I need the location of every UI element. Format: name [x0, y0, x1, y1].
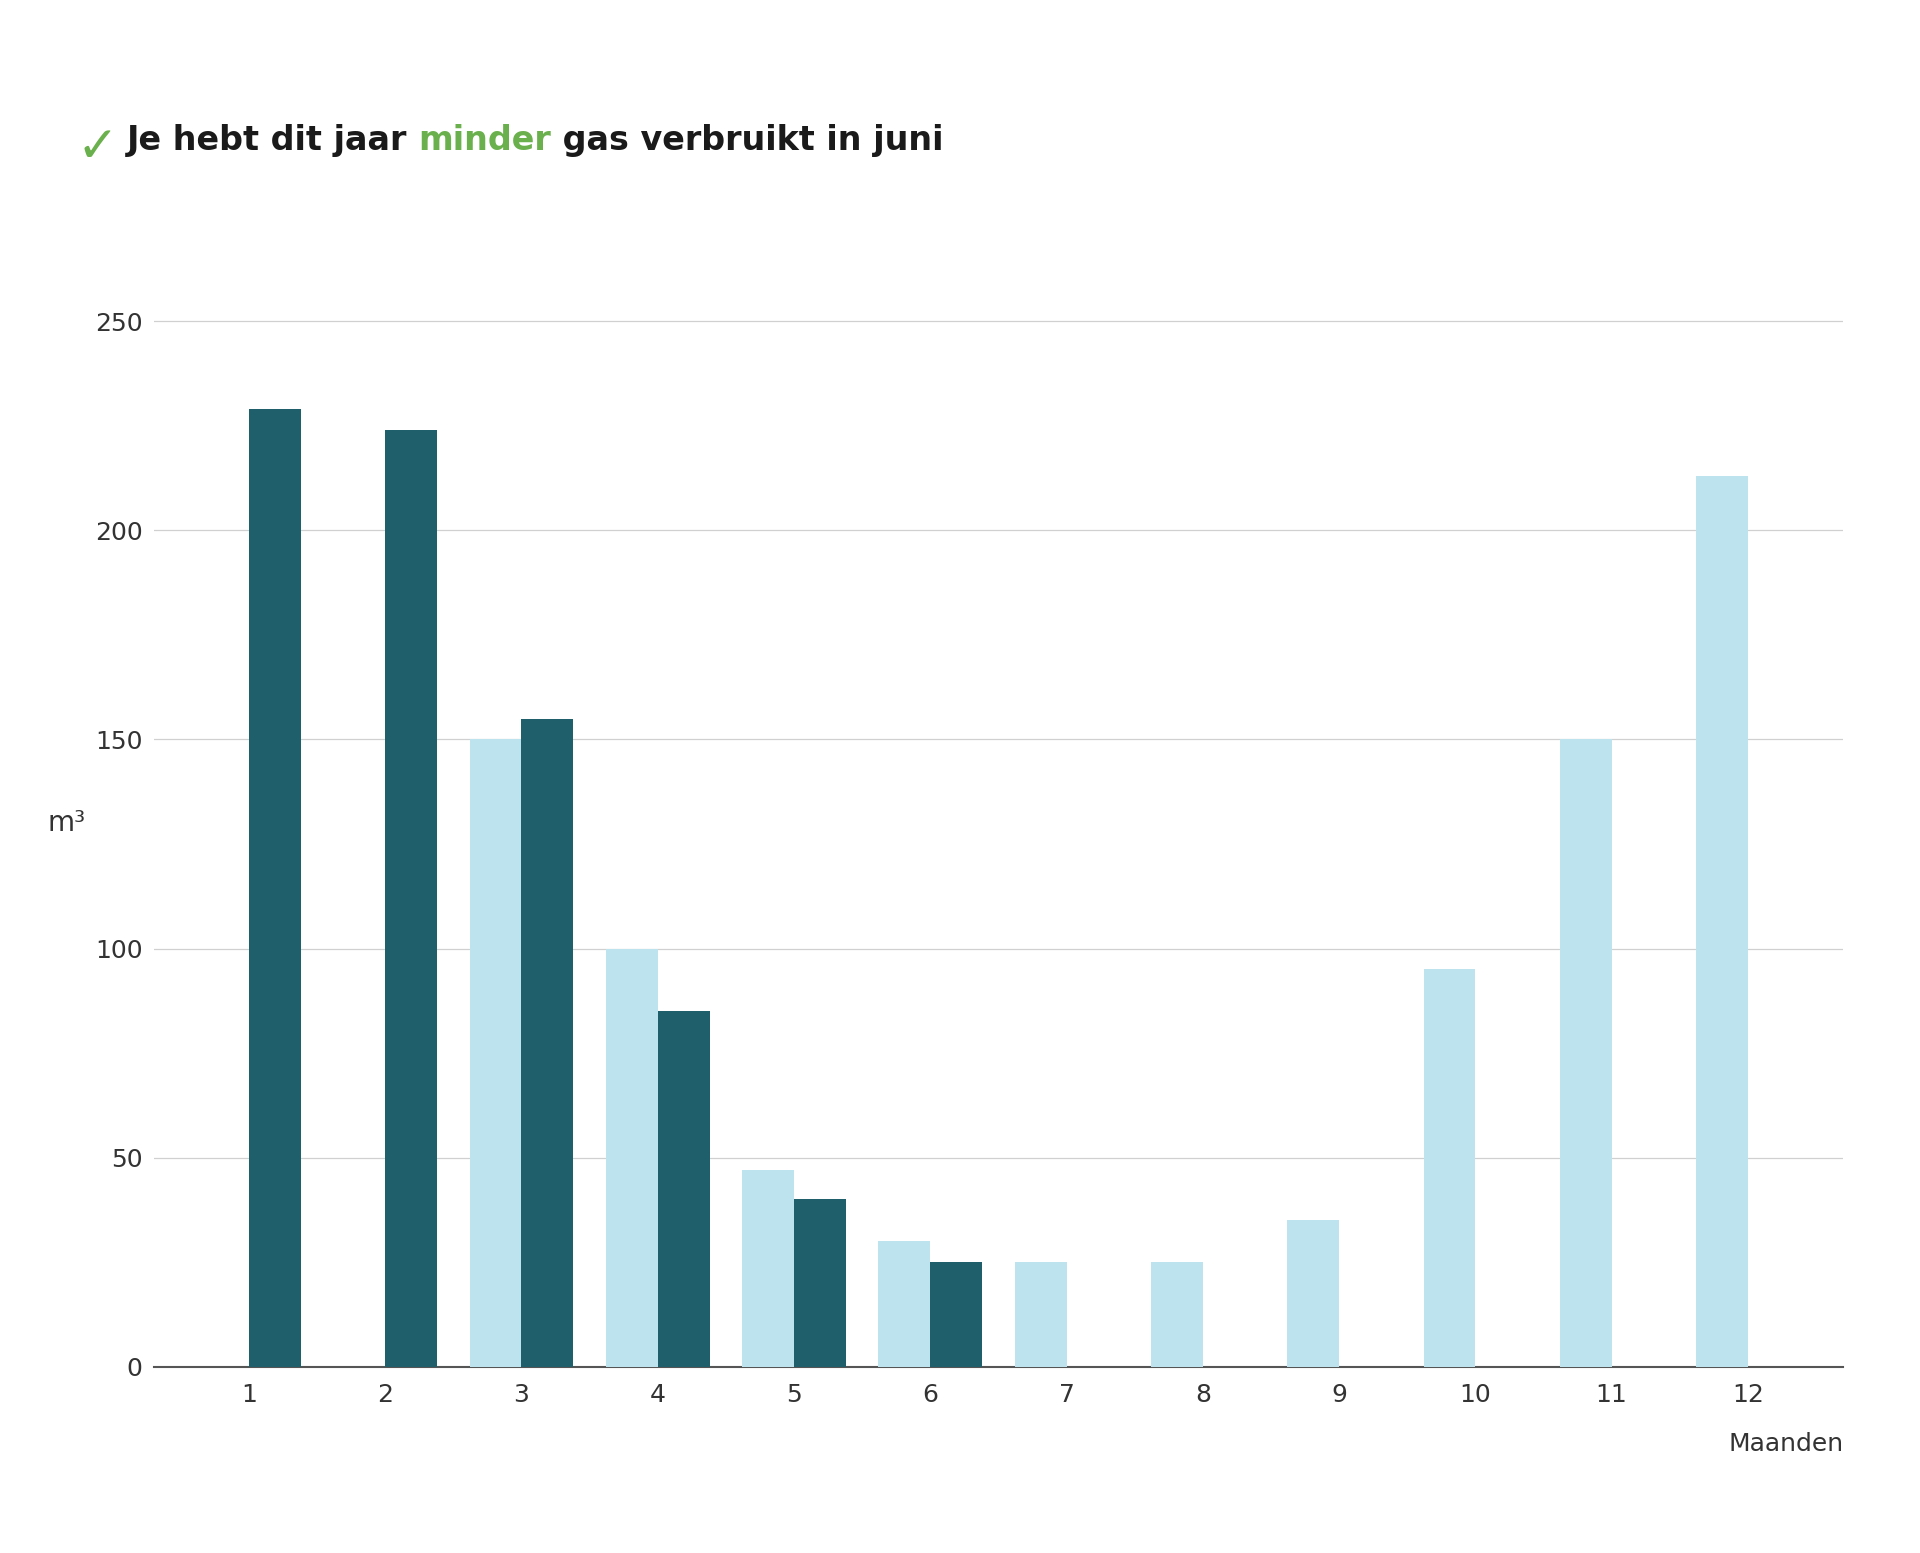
Bar: [879, 1241, 931, 1367]
Bar: [743, 1169, 795, 1367]
Text: minder: minder: [419, 124, 551, 157]
Bar: [659, 1011, 710, 1367]
Bar: [250, 408, 301, 1367]
Bar: [1286, 1221, 1338, 1367]
Text: Maanden: Maanden: [1728, 1432, 1843, 1455]
Bar: [1559, 739, 1611, 1367]
Bar: [1695, 477, 1747, 1367]
Bar: [386, 430, 438, 1367]
Bar: [470, 739, 522, 1367]
Bar: [795, 1199, 847, 1367]
Bar: [1423, 969, 1475, 1367]
Bar: [1150, 1263, 1202, 1367]
Bar: [607, 949, 659, 1367]
Bar: [522, 719, 574, 1367]
Text: gas verbruikt in juni: gas verbruikt in juni: [551, 124, 945, 157]
Y-axis label: m³: m³: [48, 809, 86, 837]
Text: Je hebt dit jaar: Je hebt dit jaar: [127, 124, 419, 157]
Legend: 2017, 2018: 2017, 2018: [826, 1544, 1171, 1553]
Text: ✓: ✓: [77, 124, 119, 172]
Bar: [931, 1263, 981, 1367]
Bar: [1016, 1263, 1066, 1367]
